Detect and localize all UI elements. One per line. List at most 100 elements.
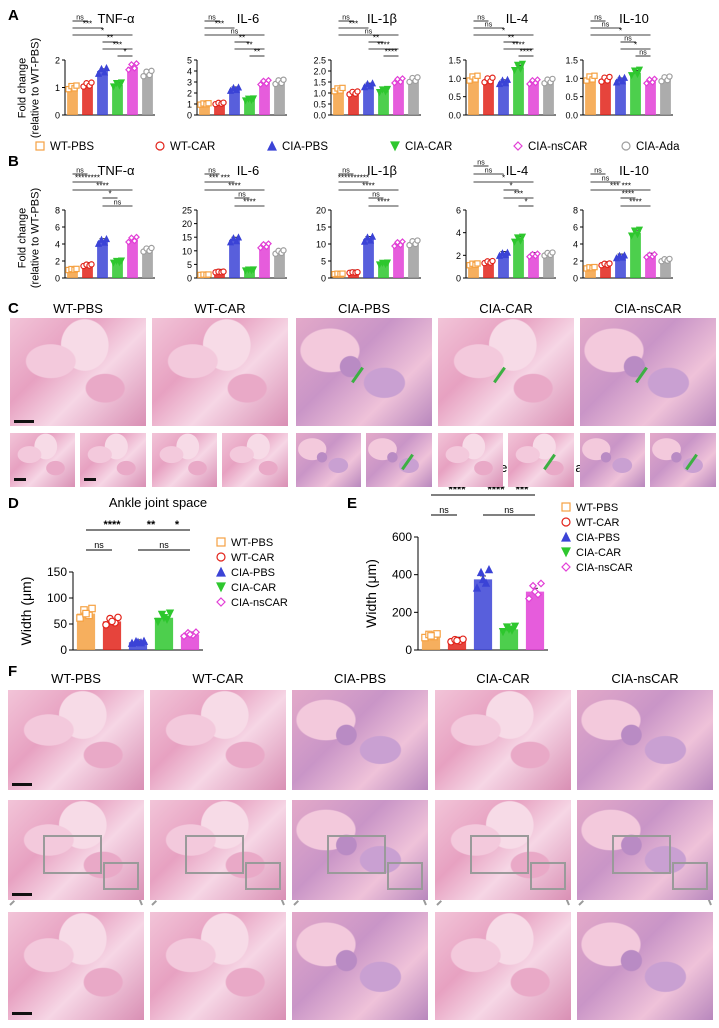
data-point — [478, 574, 488, 584]
bar-cia-ada — [660, 260, 671, 278]
legend-marker — [561, 517, 571, 527]
bar-wt-car — [102, 621, 122, 650]
bar-cia-car — [513, 67, 524, 115]
sig-label: ns — [594, 168, 602, 175]
y-tick-label: 20 — [316, 206, 326, 216]
legend-marker — [561, 562, 571, 572]
bar-cia-nscar — [645, 81, 656, 115]
chart-title: IL-4 — [506, 163, 528, 178]
data-point — [257, 244, 264, 252]
data-point — [501, 79, 510, 87]
region-of-interest-box — [103, 862, 139, 890]
y-tick-label: 1 — [187, 100, 192, 110]
y-tick-label: 0 — [456, 274, 461, 284]
bar-wt-pbs — [199, 104, 210, 115]
data-point — [534, 250, 541, 258]
sig-label: ns — [114, 200, 122, 207]
legend-marker — [155, 141, 165, 151]
bar-cia-nscar — [259, 245, 270, 278]
histology-image-f-row2 — [8, 800, 144, 900]
sig-label: *** — [113, 41, 122, 50]
histology-title-c: WT-CAR — [194, 301, 245, 316]
histology-image-f-row3 — [435, 912, 571, 1020]
histology-image-f-row3 — [577, 912, 713, 1020]
data-point — [375, 89, 384, 97]
chart-title: TNF-α — [97, 163, 135, 178]
data-point — [516, 237, 525, 245]
axis-label-line: (relative to WT-PBS) — [30, 38, 42, 138]
bar-cia-pbs — [229, 239, 240, 278]
chart-title: IL-10 — [619, 11, 649, 26]
y-tick-label: 0 — [60, 643, 67, 657]
data-point — [97, 235, 106, 243]
y-tick-label: 0 — [187, 111, 192, 121]
histology-title-f: CIA-nsCAR — [611, 671, 678, 686]
sig-label: ns — [485, 168, 493, 175]
bar-cia-ada — [142, 73, 153, 115]
region-of-interest-box — [387, 862, 423, 890]
sig-label: *** — [215, 20, 224, 29]
data-point — [510, 622, 520, 631]
sig-label: ** — [147, 519, 156, 531]
sig-label: **** — [96, 182, 108, 191]
legend-label: CIA-PBS — [576, 532, 620, 544]
y-tick-label: 0 — [55, 111, 60, 121]
bar-cia-ada — [274, 82, 285, 115]
y-tick-label: 4 — [573, 240, 578, 250]
data-point — [88, 261, 95, 268]
data-point — [591, 263, 598, 271]
data-point — [513, 61, 522, 69]
chart-title: Ankle joint space — [109, 495, 207, 510]
data-point — [179, 632, 189, 641]
legend-marker — [216, 582, 226, 593]
legend-label: CIA-nsCAR — [231, 597, 288, 609]
sig-label: **** — [520, 48, 532, 57]
bar-cia-nscar — [528, 255, 539, 278]
data-point — [474, 260, 481, 267]
data-point — [606, 73, 613, 81]
data-point — [651, 250, 658, 258]
y-tick-label: 2 — [55, 257, 60, 267]
data-point — [133, 637, 143, 647]
data-point — [257, 81, 264, 88]
legend-marker — [35, 141, 45, 151]
legend-label: CIA-PBS — [282, 141, 328, 153]
data-point — [498, 76, 507, 84]
y-tick-label: 0 — [321, 274, 326, 284]
axis-label-line: (relative to WT-PBS) — [30, 188, 42, 288]
y-tick-label: 0 — [55, 274, 60, 284]
legend-marker — [216, 552, 226, 562]
data-point — [148, 244, 155, 252]
region-of-interest-box — [185, 835, 244, 874]
bar-cia-car — [630, 72, 641, 115]
histology-title-f: CIA-CAR — [476, 671, 529, 686]
data-point — [529, 250, 536, 258]
sig-label: * — [175, 519, 180, 531]
bar-cia-ada — [142, 249, 153, 278]
sig-label: ns — [76, 15, 84, 22]
data-point — [360, 237, 369, 245]
data-point — [366, 236, 375, 244]
data-point — [510, 238, 519, 246]
data-point — [391, 242, 398, 250]
y-axis-label-b: Fold change (relative to WT-PBS) — [17, 188, 42, 288]
bar-cia-car — [244, 270, 255, 278]
sig-label: **** — [362, 182, 374, 191]
y-axis-label-text: Width (μm) — [18, 577, 34, 646]
bar-cia-pbs — [615, 80, 626, 115]
histology-image-c-inset — [296, 433, 361, 487]
data-point — [498, 627, 508, 637]
bar-cia-nscar — [393, 244, 404, 278]
histology-image-f-row2 — [292, 800, 428, 900]
bar-cia-car — [630, 232, 641, 278]
data-point — [82, 609, 90, 618]
data-point — [591, 72, 598, 79]
sig-label: **** — [377, 198, 389, 207]
data-point — [76, 614, 84, 622]
sig-label: ns — [76, 168, 84, 175]
sig-label: **** — [377, 41, 389, 50]
bar-wt-pbs — [67, 269, 78, 278]
data-point — [414, 237, 421, 244]
